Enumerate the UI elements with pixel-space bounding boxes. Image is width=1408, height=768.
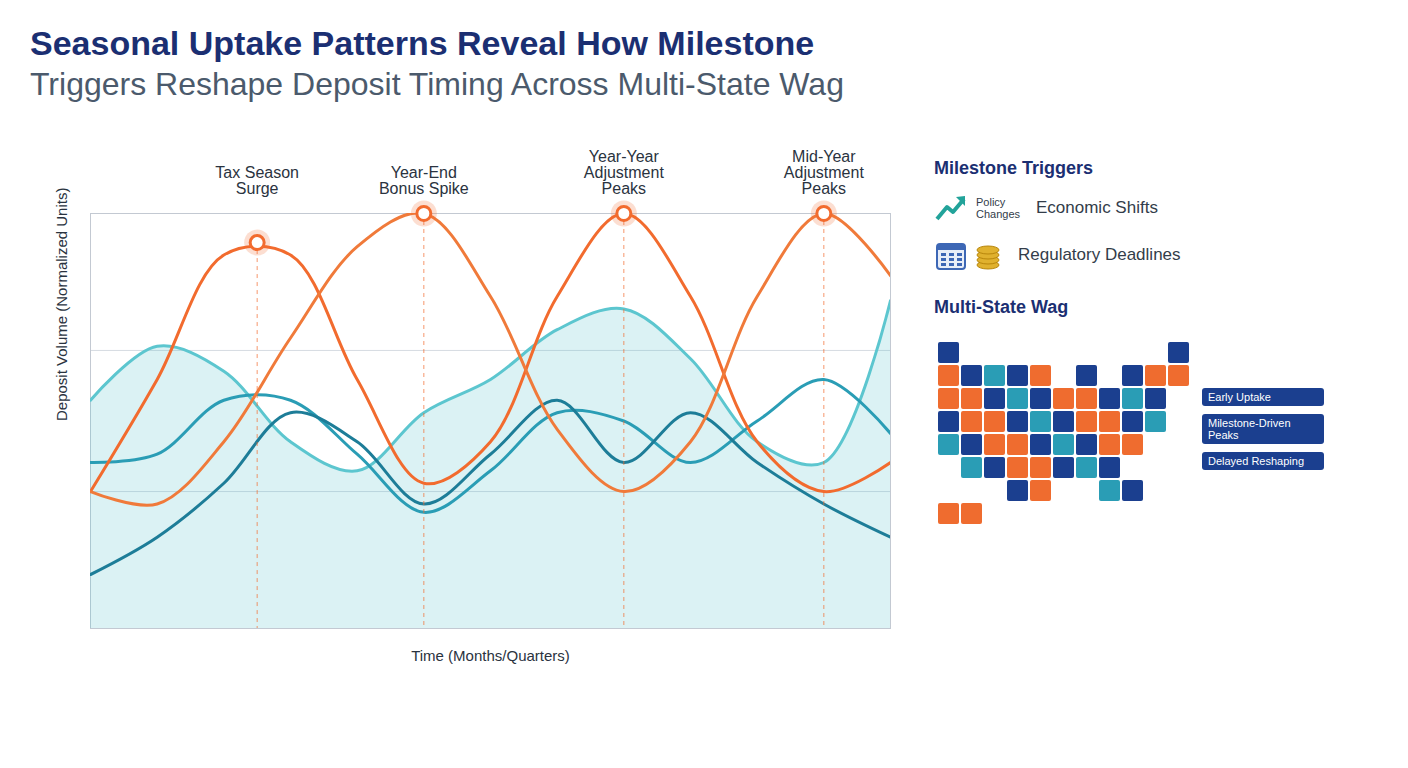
html-text:Regulatory Deadlines: Regulatory Deadlines	[1018, 245, 1181, 264]
html-text:Triggers Reshape Deposit Timin: Triggers Reshape Deposit Timing Across M…	[30, 66, 844, 102]
svg-text:Year-EndBonus Spike: Year-EndBonus Spike	[379, 164, 469, 197]
html-text:Delayed Reshaping: Delayed Reshaping	[1208, 455, 1304, 467]
svg-text:Deposit Volume (Normalized Uni: Deposit Volume (Normalized Units)	[53, 188, 70, 421]
html-text:Policy Changes: Policy Changes	[976, 196, 1020, 220]
svg-text:Year-YearAdjustmentPeaks: Year-YearAdjustmentPeaks	[584, 148, 665, 197]
html-text:Early Uptake: Early Uptake	[1208, 391, 1271, 403]
html-text:Economic Shifts: Economic Shifts	[1036, 198, 1158, 217]
html-text:Milestone-Driven Peaks: Milestone-Driven Peaks	[1208, 417, 1291, 441]
html-text:Milestone Triggers: Milestone Triggers	[934, 158, 1093, 178]
svg-text:Mid-YearAdjustmentPeaks: Mid-YearAdjustmentPeaks	[784, 148, 865, 197]
svg-text:Tax SeasonSurge: Tax SeasonSurge	[215, 164, 299, 197]
svg-text:Time (Months/Quarters): Time (Months/Quarters)	[411, 647, 570, 664]
html-text:Multi-State Wag: Multi-State Wag	[934, 297, 1069, 317]
html-text:Seasonal Uptake Patterns Revea: Seasonal Uptake Patterns Reveal How Mile…	[30, 24, 815, 62]
